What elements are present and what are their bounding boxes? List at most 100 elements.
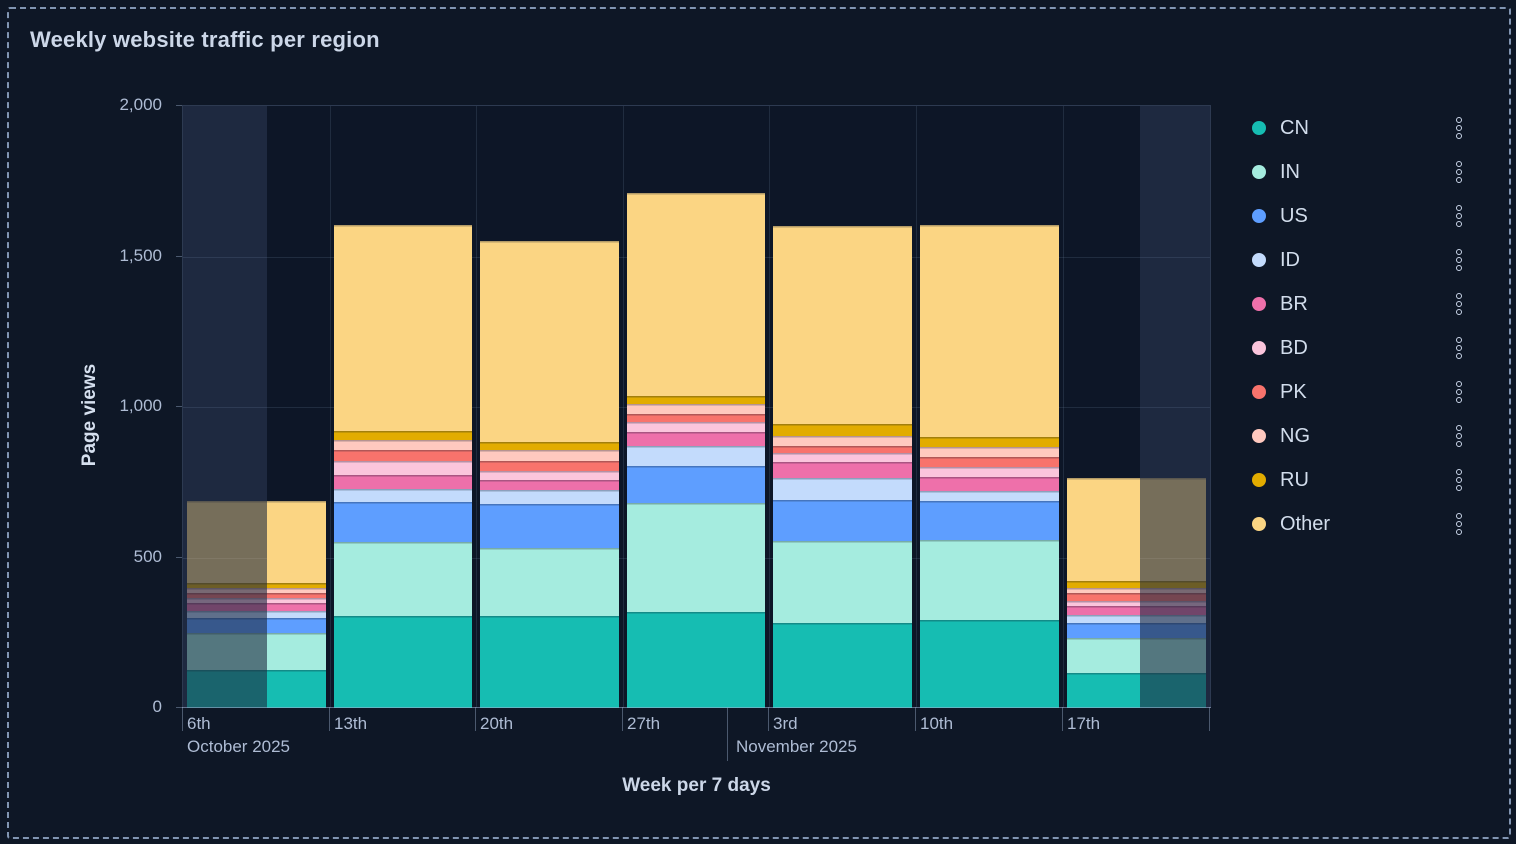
legend-item-bd[interactable]: BD — [1242, 333, 1492, 363]
legend-label[interactable]: BD — [1280, 336, 1308, 359]
segment-pk — [920, 457, 1059, 467]
segment-us — [187, 618, 267, 634]
legend-series-menu-icon[interactable] — [1454, 378, 1464, 407]
legend-item-pk[interactable]: PK — [1242, 377, 1492, 407]
segment-bd — [334, 460, 472, 475]
segment-id — [334, 488, 472, 502]
legend-item-us[interactable]: US — [1242, 201, 1492, 231]
legend-color-dot — [1252, 253, 1266, 267]
segment-bd — [773, 452, 912, 463]
segment-br — [267, 602, 326, 612]
segment-id — [267, 611, 326, 619]
legend-series-menu-icon[interactable] — [1454, 510, 1464, 539]
legend-item-in[interactable]: IN — [1242, 157, 1492, 187]
segment-us — [480, 503, 619, 548]
segment-bd — [627, 422, 765, 433]
legend-series-menu-icon[interactable] — [1454, 246, 1464, 275]
segment-br — [334, 474, 472, 489]
vertical-gridline — [916, 106, 917, 708]
segment-other — [773, 225, 912, 424]
legend-series-menu-icon[interactable] — [1454, 466, 1464, 495]
legend-series-menu-icon[interactable] — [1454, 290, 1464, 319]
segment-id — [773, 478, 912, 501]
segment-pk — [334, 449, 472, 461]
vertical-gridline — [1063, 106, 1064, 708]
segment-ng — [267, 587, 326, 593]
legend-color-dot — [1252, 297, 1266, 311]
month-separator-tick — [727, 707, 728, 761]
legend-series-menu-icon[interactable] — [1454, 334, 1464, 363]
segment-cn — [1067, 673, 1141, 708]
segment-br — [627, 432, 765, 447]
segment-cn — [1140, 673, 1206, 708]
legend-label[interactable]: PK — [1280, 380, 1307, 403]
month-label: November 2025 — [736, 737, 857, 756]
x-tick-label: 13th — [334, 714, 368, 733]
segment-pk — [480, 460, 619, 471]
legend-label[interactable]: US — [1280, 204, 1308, 227]
segment-us — [334, 501, 472, 542]
segment-id — [187, 611, 267, 619]
segment-pk — [627, 413, 765, 423]
segment-ru — [773, 423, 912, 436]
month-label: October 2025 — [187, 737, 291, 756]
x-tick-mark — [768, 707, 769, 731]
segment-us — [1140, 623, 1206, 639]
legend-color-dot — [1252, 429, 1266, 443]
y-tick-label: 2,000 — [119, 95, 162, 114]
segment-cn — [267, 670, 326, 708]
out-of-range-region — [183, 106, 267, 708]
segment-in — [334, 541, 472, 616]
segment-ru — [187, 582, 267, 588]
legend-series-menu-icon[interactable] — [1454, 114, 1464, 143]
segment-bd — [187, 597, 267, 603]
bar-20th-oct-2025 — [480, 240, 619, 708]
legend-label[interactable]: CN — [1280, 116, 1309, 139]
segment-in — [267, 633, 326, 671]
x-tick-label: 20th — [480, 714, 514, 733]
legend-label[interactable]: ID — [1280, 248, 1300, 271]
legend-item-ng[interactable]: NG — [1242, 421, 1492, 451]
segment-other — [480, 240, 619, 442]
bar-13th-oct-2025 — [334, 224, 472, 708]
segment-pk — [1067, 592, 1141, 601]
legend-item-br[interactable]: BR — [1242, 289, 1492, 319]
legend-item-id[interactable]: ID — [1242, 245, 1492, 275]
y-tick-mark — [176, 255, 182, 257]
segment-ru — [627, 395, 765, 405]
legend-item-cn[interactable]: CN — [1242, 113, 1492, 143]
legend-item-other[interactable]: Other — [1242, 509, 1492, 539]
segment-in — [920, 540, 1059, 621]
segment-ru — [1067, 580, 1141, 588]
x-tick-label: 3rd — [773, 714, 798, 733]
legend-series-menu-icon[interactable] — [1454, 158, 1464, 187]
segment-ng — [187, 587, 267, 593]
legend-series-menu-icon[interactable] — [1454, 202, 1464, 231]
segment-us — [920, 500, 1059, 541]
y-tick-label: 0 — [152, 697, 162, 716]
segment-br — [480, 479, 619, 490]
y-tick-mark — [176, 707, 182, 708]
segment-cn — [334, 615, 472, 708]
x-tick-mark — [1209, 707, 1210, 731]
bar-3rd-nov-2025 — [773, 225, 912, 708]
legend-label[interactable]: IN — [1280, 160, 1300, 183]
segment-br — [1140, 606, 1206, 616]
legend-label[interactable]: NG — [1280, 424, 1310, 447]
legend-item-ru[interactable]: RU — [1242, 465, 1492, 495]
bar-6th-oct-2025 — [187, 500, 267, 708]
y-tick-label: 1,500 — [119, 245, 162, 265]
segment-pk — [187, 592, 267, 598]
legend-color-dot — [1252, 209, 1266, 223]
legend-label[interactable]: RU — [1280, 468, 1309, 491]
segment-bd — [1140, 600, 1206, 606]
legend-label[interactable]: Other — [1280, 512, 1331, 535]
legend-series-menu-icon[interactable] — [1454, 422, 1464, 451]
segment-ng — [480, 449, 619, 461]
vertical-gridline — [769, 106, 770, 708]
legend-label[interactable]: BR — [1280, 292, 1308, 315]
segment-pk — [267, 592, 326, 598]
segment-ng — [1067, 587, 1141, 593]
x-tick-label: 27th — [627, 714, 661, 733]
segment-us — [267, 618, 326, 634]
